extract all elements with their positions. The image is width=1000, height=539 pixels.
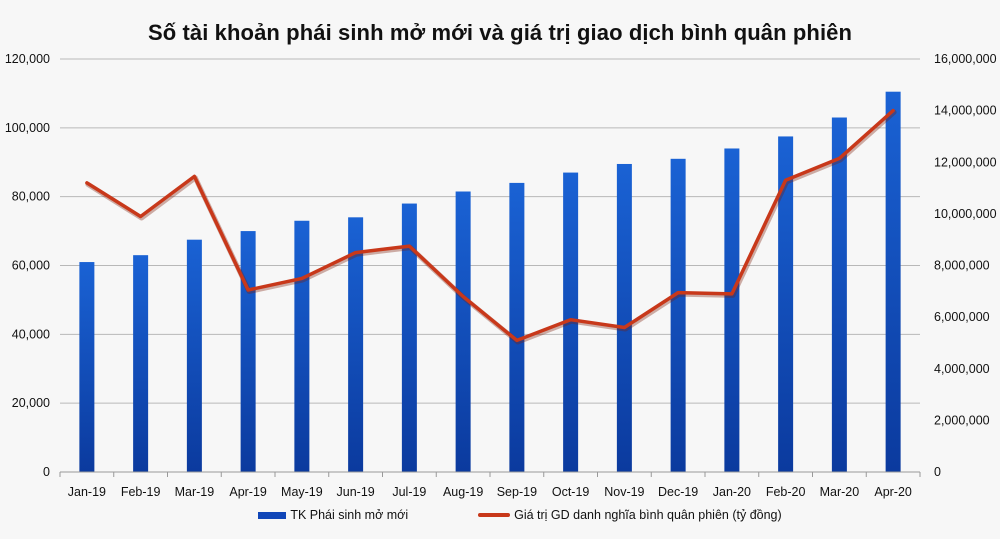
- bar: [133, 255, 149, 472]
- y2-tick-label: 8,000,000: [934, 259, 990, 273]
- x-tick-label: Mar-20: [820, 485, 860, 499]
- x-tick-label: Apr-19: [229, 485, 267, 499]
- bar: [509, 182, 525, 472]
- x-tick-label: Sep-19: [497, 485, 537, 499]
- y2-tick-label: 10,000,000: [934, 207, 997, 221]
- x-tick-label: Jan-20: [713, 485, 751, 499]
- x-tick-label: Feb-19: [121, 485, 161, 499]
- y2-tick-label: 16,000,000: [934, 52, 997, 66]
- y2-tick-label: 2,000,000: [934, 413, 990, 427]
- line-swatch-icon: [478, 513, 511, 517]
- x-tick-label: Apr-20: [874, 485, 912, 499]
- x-tick-label: Feb-20: [766, 485, 806, 499]
- bar: [563, 172, 579, 472]
- bar: [831, 117, 847, 472]
- bar: [616, 163, 632, 473]
- x-tick-label: Aug-19: [443, 485, 483, 499]
- bar: [186, 239, 202, 472]
- bar: [670, 158, 686, 472]
- line-shadow: [85, 109, 897, 345]
- legend-bar-label: TK Phái sinh mở mới: [290, 508, 409, 522]
- y2-tick-label: 6,000,000: [934, 310, 990, 324]
- legend: TK Phái sinh mở mới Giá trị GD danh nghĩ…: [0, 508, 1000, 522]
- line-series: [85, 108, 897, 345]
- legend-item-line: Giá trị GD danh nghĩa bình quân phiên (t…: [478, 508, 782, 522]
- y-tick-label: 0: [43, 465, 50, 479]
- y-tick-label: 20,000: [12, 396, 50, 410]
- x-tick-label: Mar-19: [175, 485, 215, 499]
- x-tick-label: Jun-19: [337, 485, 375, 499]
- bar: [79, 262, 95, 472]
- left-y-axis: 0 20,000 40,000 60,000 80,000 100,000 120,000: [5, 52, 50, 479]
- x-tick-label: Dec-19: [658, 485, 698, 499]
- x-tick-label: Jul-19: [392, 485, 426, 499]
- bar: [294, 220, 310, 472]
- bar: [240, 231, 256, 472]
- y-tick-label: 120,000: [5, 52, 50, 66]
- bar: [348, 217, 364, 472]
- bar: [401, 203, 417, 473]
- legend-line-label: Giá trị GD danh nghĩa bình quân phiên (t…: [514, 508, 782, 522]
- right-y-axis: 0 2,000,000 4,000,000 6,000,000 8,000,000 10,…: [934, 52, 997, 479]
- bar-swatch-icon: [258, 511, 287, 519]
- y2-tick-label: 12,000,000: [934, 155, 997, 169]
- y-tick-label: 60,000: [12, 259, 50, 273]
- bar: [455, 191, 471, 473]
- y-tick-label: 40,000: [12, 327, 50, 341]
- x-tick-label: Oct-19: [552, 485, 590, 499]
- y2-tick-label: 14,000,000: [934, 104, 997, 118]
- y2-tick-label: 0: [934, 465, 941, 479]
- x-tick-label: May-19: [281, 485, 323, 499]
- bar-series: [79, 91, 901, 473]
- chart-title: Số tài khoản phái sinh mở mới và giá trị…: [147, 20, 853, 45]
- y2-tick-label: 4,000,000: [934, 362, 990, 376]
- x-tick-label: Nov-19: [604, 485, 644, 499]
- y-tick-label: 80,000: [12, 190, 50, 204]
- bar: [885, 91, 901, 472]
- x-tick-label: Jan-19: [68, 485, 106, 499]
- x-axis: Jan-19 Feb-19 Mar-19 Apr-19 May-19 Jun-19 Jul-…: [59, 471, 921, 499]
- bar: [778, 136, 794, 472]
- bar: [724, 148, 740, 472]
- y-tick-label: 100,000: [5, 121, 50, 135]
- line-path: [85, 108, 895, 343]
- legend-item-bar: TK Phái sinh mở mới: [258, 508, 408, 522]
